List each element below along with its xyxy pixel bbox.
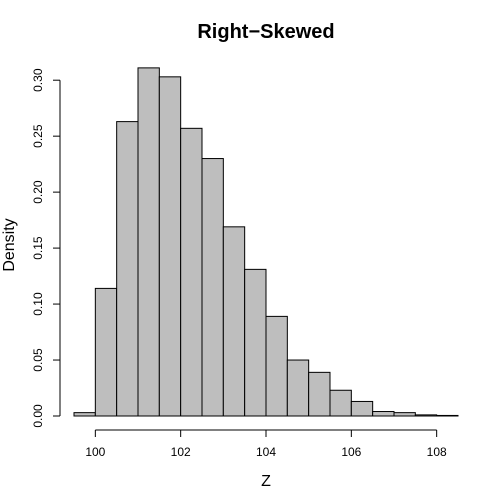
- histogram-bar: [265, 315, 288, 417]
- histogram-bar: [73, 412, 96, 417]
- histogram-bar: [116, 121, 139, 417]
- x-tick-label: 104: [256, 445, 276, 459]
- y-tick-label: 0.15: [31, 236, 45, 260]
- histogram-bar: [244, 268, 267, 417]
- y-tick-label: 0.00: [31, 404, 45, 428]
- histogram-bar: [222, 226, 246, 417]
- y-axis: 0.00 0.05 0.10 0.15 0.20 0.25 0.30: [31, 68, 61, 428]
- x-tick-label: 100: [85, 445, 105, 459]
- x-tick-label: 102: [171, 445, 191, 459]
- histogram-bar: [414, 414, 438, 417]
- histogram-bar: [94, 287, 118, 417]
- x-tick-label: 108: [427, 445, 447, 459]
- y-tick-label: 0.30: [31, 68, 45, 92]
- histogram-bar: [201, 158, 224, 417]
- y-tick-label: 0.05: [31, 348, 45, 372]
- y-tick-label: 0.10: [31, 292, 45, 316]
- y-tick-label: 0.20: [31, 180, 45, 204]
- chart-title: Right−Skewed: [197, 21, 334, 43]
- x-axis: 100 102 104 106 108: [85, 429, 447, 459]
- y-axis-label: Density: [1, 218, 18, 271]
- histogram-bar: [286, 359, 310, 417]
- histogram-bar: [393, 412, 416, 417]
- histogram-bar: [158, 76, 182, 417]
- histogram-bar: [372, 411, 395, 417]
- histogram-bar: [308, 371, 331, 417]
- histogram-bar: [350, 400, 374, 417]
- bars-group: [73, 67, 459, 417]
- x-axis-label: Z: [261, 473, 271, 490]
- histogram-bar: [436, 414, 459, 417]
- histogram-bar: [329, 389, 352, 417]
- y-tick-label: 0.25: [31, 124, 45, 148]
- histogram-bar: [180, 127, 203, 417]
- histogram-bar: [137, 67, 160, 417]
- x-tick-label: 106: [341, 445, 361, 459]
